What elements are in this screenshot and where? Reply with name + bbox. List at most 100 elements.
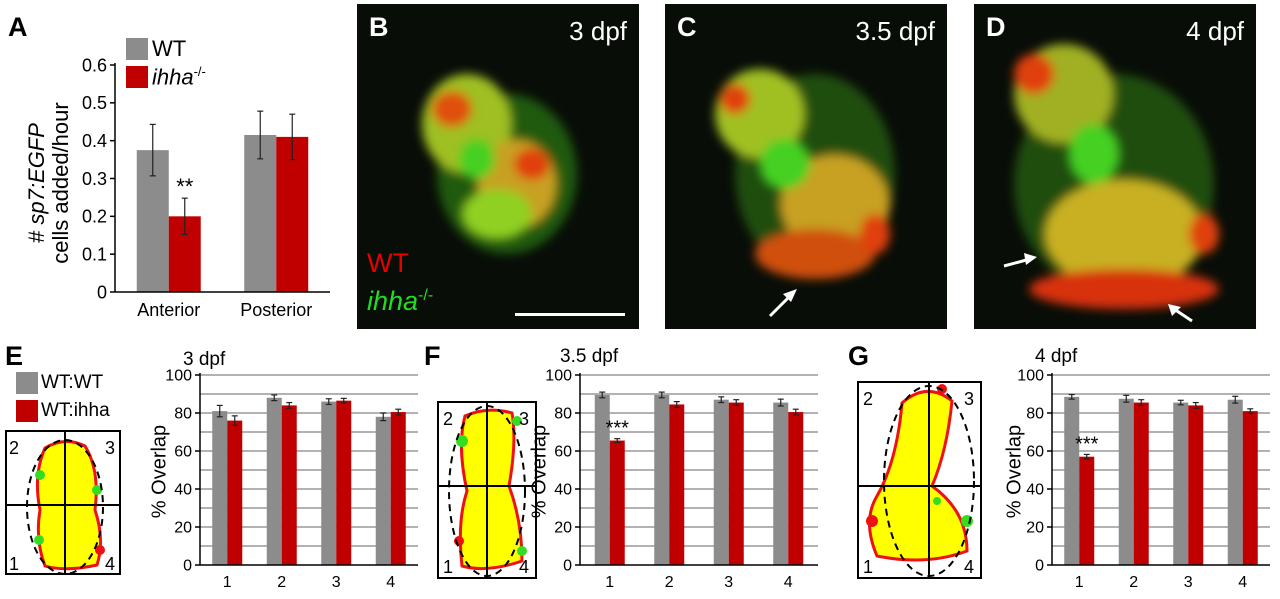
legend-label-wtihha: WT:ihha [41,400,110,421]
bar [728,402,744,565]
micrograph-d: D 4 dpf [974,4,1256,329]
bar [1242,411,1258,565]
overlay-label-wt: WT [367,248,409,278]
x-tick-label: 3 [724,574,733,591]
legend-swatch-wt [126,38,148,60]
y-tick-label: 100 [545,368,572,385]
bar [788,412,804,565]
stage-label-d: 4 dpf [1186,16,1244,46]
y-tick-label: 60 [554,444,572,461]
legend-label-ihha-sup: -/- [193,64,206,79]
quadrant-2-label: 2 [443,409,453,429]
x-tick-label: 1 [1075,574,1084,591]
y-tick-label: 0.1 [82,244,107,264]
bar [276,136,309,292]
y-tick-label: 0.4 [82,131,107,151]
bar [1173,402,1189,565]
x-tick-label: 2 [277,574,286,591]
bar [713,399,729,565]
panel-label-f: F [424,341,441,371]
chart-a: 0 0.1 0.2 0.3 0.4 0.5 0.6 Anterior Posterior ** [82,55,330,320]
y-tick-label: 0.5 [82,93,107,113]
quadrant-3-label: 3 [105,438,115,458]
y-tick-label: 20 [174,520,192,537]
quadrant-2-label: 2 [9,438,19,458]
stage-label-b: 3 dpf [569,16,627,46]
y-tick-label: 100 [1017,368,1044,385]
bar [594,394,610,565]
y-tick-label: 0 [97,282,107,302]
bar [212,411,228,565]
significance-label: *** [606,418,630,440]
bar [1064,396,1080,565]
y-tick-label: 40 [554,482,572,499]
chart-title-g: 4 dpf [1035,346,1078,367]
bar [1133,402,1149,565]
bar [1227,399,1243,565]
bar [281,405,297,565]
quadrant-4-label: 4 [519,557,529,577]
panel-label-a: A [8,12,28,42]
significance-label: *** [1075,433,1099,455]
bar [669,404,685,565]
micrograph-d-image [1003,44,1219,323]
overlap-diagram-g: 2 3 1 4 [857,381,982,579]
significance-label: ** [176,174,194,199]
y-tick-label: 0.3 [82,169,107,189]
quadrant-1-label: 1 [443,557,453,577]
y-tick-label: 40 [1026,482,1044,499]
panel-label-e: E [5,341,24,371]
y-tick-label: 0 [563,558,572,575]
bar [390,412,406,565]
y-tick-label: 80 [1026,406,1044,423]
bar [227,420,243,565]
x-tick-label: 4 [386,574,395,591]
x-tick-label: 2 [665,574,674,591]
y-tick-label: 40 [174,482,192,499]
bar [321,401,337,565]
bar [1079,456,1095,565]
micrograph-c: C 3.5 dpf [665,4,947,329]
legend-swatch-wtihha [16,400,38,422]
x-tick-label: 2 [1129,574,1138,591]
bar [773,402,789,565]
y-tick-label: 80 [554,406,572,423]
bar [266,397,282,565]
overlap-diagram-f: 2 3 1 4 [437,401,537,579]
y-tick-label: 20 [1026,520,1044,537]
legend-label-wt: WT [152,36,187,61]
y-tick-label: 60 [1026,444,1044,461]
chart-g: 0 20 40 60 80 100 1 2 3 4 *** [1017,368,1270,591]
overlay-label-ihha: ihha-/- [367,286,434,316]
quadrant-4-label: 4 [105,554,115,574]
x-tick-label: 3 [332,574,341,591]
quadrant-2-label: 2 [863,389,873,409]
y-tick-label: 0 [1035,558,1044,575]
legend-label-wtwt: WT:WT [41,372,104,393]
y-tick-label: 100 [165,368,192,385]
panel-label-d: D [986,12,1006,42]
overlap-diagram-e: 2 3 1 4 [5,430,121,575]
y-tick-label: 0 [183,558,192,575]
y-tick-label: 60 [174,444,192,461]
y-tick-label: 80 [174,406,192,423]
quadrant-1-label: 1 [863,557,873,577]
bar [654,394,670,565]
panel-label-c: C [677,12,697,42]
x-tick-label: Anterior [137,300,200,320]
legend-swatch-ihha [126,66,148,88]
x-tick-label: 1 [605,574,614,591]
bar [375,416,391,565]
legend-swatch-wtwt [16,372,38,394]
bar [336,400,352,565]
quadrant-4-label: 4 [964,557,974,577]
bar [244,134,277,292]
panel-label-g: G [848,341,870,371]
panel-label-b: B [369,12,389,42]
micrograph-c-image [715,69,895,318]
stage-label-c: 3.5 dpf [855,16,935,46]
micrograph-b-image [422,74,625,316]
quadrant-3-label: 3 [519,409,529,429]
bar [1188,405,1204,565]
chart-f: 0 20 40 60 80 100 1 2 3 4 *** [545,368,818,591]
